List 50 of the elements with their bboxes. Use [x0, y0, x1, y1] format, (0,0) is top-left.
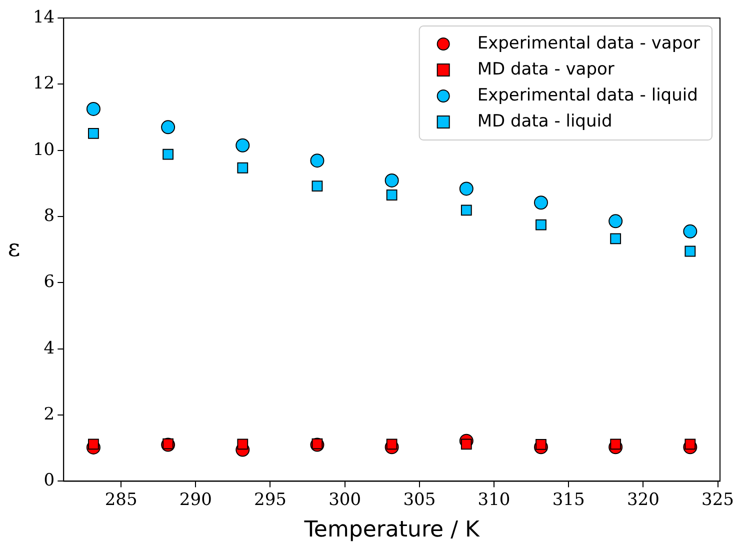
point: [683, 224, 698, 238]
point: [237, 162, 248, 174]
legend-label: MD data - liquid: [477, 111, 612, 132]
y-tick-label: 8: [44, 206, 55, 226]
point: [162, 438, 174, 450]
point: [386, 438, 398, 450]
y-tick-label: 0: [44, 470, 55, 491]
x-axis-title: Temperature / K: [303, 518, 480, 543]
point: [459, 182, 474, 196]
point: [536, 439, 546, 450]
point: [610, 233, 622, 244]
y-tick-label: 6: [44, 272, 55, 292]
point: [88, 128, 99, 139]
point: [460, 438, 472, 450]
point: [236, 138, 250, 152]
x-tick-label: 320: [626, 490, 660, 510]
y-tick-label: 12: [32, 74, 55, 94]
point: [534, 196, 548, 210]
x-tick-label: 305: [403, 490, 436, 510]
point: [460, 204, 472, 216]
y-tick-label: 14: [32, 7, 55, 28]
x-tick-label: 300: [328, 490, 362, 510]
point: [86, 102, 100, 116]
point: [237, 438, 248, 450]
legend-label: MD data - vapor: [477, 59, 614, 80]
legend-label: Experimental data - vapor: [477, 33, 700, 54]
y-tick-label: 4: [44, 338, 55, 358]
x-tick-label: 325: [702, 490, 734, 510]
point: [312, 180, 323, 192]
point: [608, 214, 623, 228]
x-tick-label: 285: [104, 490, 138, 510]
point: [162, 148, 174, 160]
point: [684, 246, 696, 257]
x-tick-label: 290: [179, 490, 212, 510]
point: [88, 438, 99, 450]
legend-label: Experimental data - liquid: [477, 85, 698, 106]
point: [684, 438, 696, 450]
point: [310, 154, 324, 168]
point: [312, 438, 323, 450]
x-tick-label: 295: [254, 490, 286, 510]
x-tick-label: 310: [478, 490, 510, 510]
y-axis-title: ε: [8, 234, 20, 262]
y-tick-label: 10: [32, 140, 55, 160]
point: [161, 120, 176, 134]
y-tick-label: 2: [44, 404, 55, 424]
point: [384, 173, 399, 188]
x-tick-label: 315: [552, 490, 585, 510]
point: [536, 219, 546, 230]
point: [386, 190, 398, 200]
point: [610, 438, 622, 450]
